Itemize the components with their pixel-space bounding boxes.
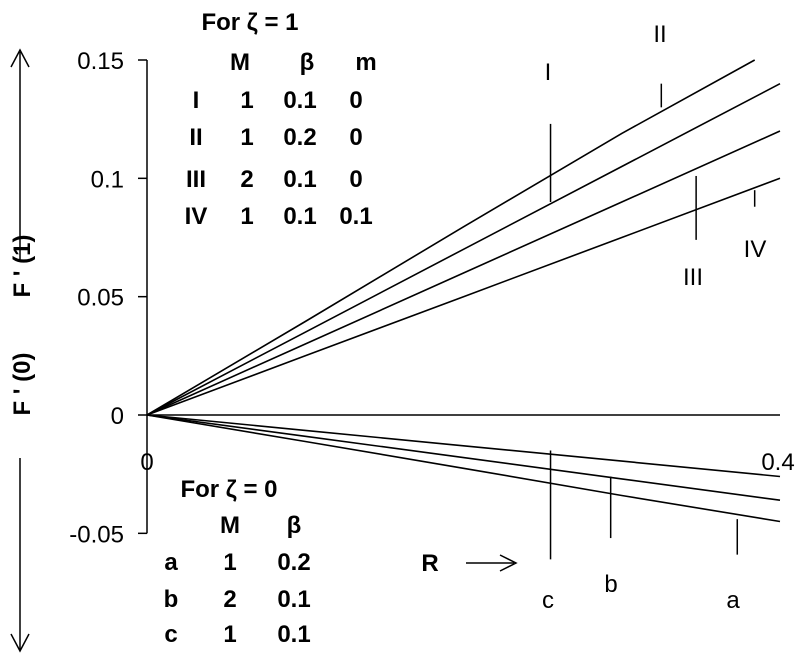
- lower-legend-beta: 0.1: [277, 586, 310, 613]
- lower-legend-header: β: [287, 512, 302, 539]
- upper-legend-title: For ζ = 1: [201, 9, 298, 36]
- lower-legend-title: For ζ = 0: [180, 476, 277, 503]
- upper-legend-row-label: III: [186, 166, 206, 193]
- upper-legend-row-label: IV: [185, 203, 208, 230]
- upper-legend-header: β: [300, 49, 315, 76]
- x-axis-label: R: [421, 550, 438, 577]
- upper-legend-m: 0: [349, 166, 362, 193]
- curve-label-a: a: [726, 587, 740, 614]
- lower-legend-M: 1: [223, 621, 236, 648]
- series-line-a: [146, 414, 781, 478]
- curve-label-b: b: [604, 571, 617, 598]
- up-arrow-head: [10, 48, 30, 68]
- upper-legend-row-label: II: [189, 124, 202, 151]
- series-line-III: [146, 130, 781, 416]
- upper-legend-beta: 0.1: [283, 203, 316, 230]
- series-line-b: [146, 414, 781, 501]
- upper-legend-m: 0: [349, 87, 362, 114]
- y-tick-label: 0.15: [77, 48, 124, 75]
- lower-legend-header: M: [220, 512, 240, 539]
- series-line-IV: [146, 177, 781, 416]
- x-tick-label: 0: [140, 449, 153, 476]
- upper-legend-M: 2: [240, 166, 253, 193]
- upper-legend-header: m: [355, 49, 376, 76]
- curve-markers: [549, 83, 756, 560]
- curve-label-III: III: [683, 264, 703, 291]
- x-arrow-head: [499, 554, 518, 572]
- lower-legend-row-label: a: [164, 549, 178, 576]
- upper-legend-beta: 0.2: [283, 124, 316, 151]
- upper-legend-m: 0.1: [339, 203, 372, 230]
- tick-labels: 0.15 0.1 0.05 0 -0.05 0 0.4: [69, 48, 794, 548]
- series-line-I: [146, 59, 756, 416]
- down-arrow-head: [10, 633, 30, 653]
- y-tick-label: 0.1: [91, 166, 124, 193]
- curve-label-c: c: [542, 587, 554, 614]
- axis-labels: F ' (1) F ' (0) R: [9, 48, 518, 653]
- legends: For ζ = 1 M β m I 1 0.1 0 II 1 0.2 0 III 2 0.1 0 IV 1 0.1 0…: [164, 9, 377, 648]
- upper-legend-M: 1: [240, 124, 253, 151]
- y-tick-label: 0: [111, 403, 124, 430]
- upper-legend-row-label: I: [193, 87, 200, 114]
- y-axis-label-lower: F ' (0): [9, 352, 36, 415]
- upper-legend-beta: 0.1: [283, 166, 316, 193]
- upper-legend-M: 1: [240, 203, 253, 230]
- curve-label-IV: IV: [744, 236, 767, 263]
- upper-legend-beta: 0.1: [283, 87, 316, 114]
- series-lines: [146, 59, 781, 523]
- curve-label-I: I: [545, 59, 552, 86]
- series-line-II: [146, 82, 781, 416]
- upper-legend-M: 1: [240, 87, 253, 114]
- lower-legend-M: 2: [223, 586, 236, 613]
- lower-legend-beta: 0.2: [277, 549, 310, 576]
- lower-legend-M: 1: [223, 549, 236, 576]
- y-axis-label-upper: F ' (1): [9, 234, 36, 297]
- lower-legend-beta: 0.1: [277, 621, 310, 648]
- upper-legend-header: M: [230, 49, 250, 76]
- y-tick-label: -0.05: [69, 521, 124, 548]
- curve-label-II: II: [653, 21, 666, 48]
- x-tick-label: 0.4: [761, 449, 794, 476]
- lower-legend-row-label: b: [164, 586, 179, 613]
- axes: [138, 59, 780, 535]
- lower-legend-row-label: c: [164, 621, 177, 648]
- series-line-c: [146, 414, 781, 523]
- y-tick-label: 0.05: [77, 285, 124, 312]
- upper-legend-m: 0: [349, 124, 362, 151]
